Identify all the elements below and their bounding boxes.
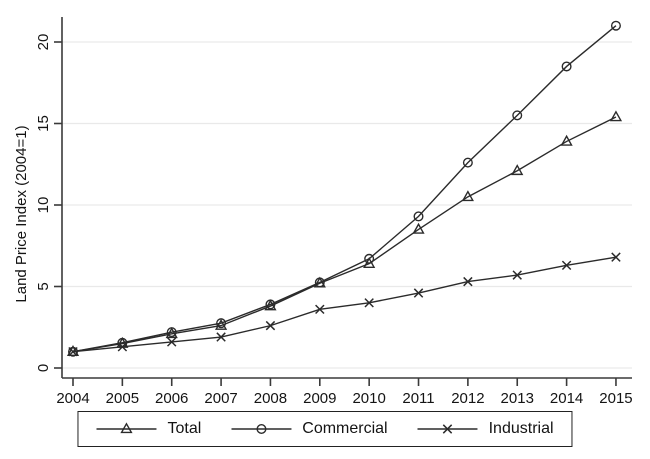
circle-marker-icon (231, 423, 292, 435)
svg-text:2006: 2006 (155, 390, 188, 407)
svg-text:2011: 2011 (402, 390, 434, 407)
svg-text:2004: 2004 (56, 390, 89, 407)
svg-text:2010: 2010 (352, 390, 385, 407)
svg-text:2005: 2005 (106, 390, 139, 407)
svg-text:10: 10 (35, 197, 52, 214)
svg-text:0: 0 (35, 364, 52, 372)
svg-text:15: 15 (35, 115, 52, 132)
legend-label-total: Total (167, 420, 202, 437)
svg-text:2008: 2008 (254, 390, 287, 407)
svg-text:20: 20 (35, 34, 52, 51)
svg-text:2015: 2015 (599, 390, 632, 407)
svg-text:2013: 2013 (501, 390, 534, 407)
svg-text:2009: 2009 (303, 390, 336, 407)
svg-text:2007: 2007 (204, 390, 237, 407)
legend-item-industrial: Industrial (417, 420, 554, 438)
svg-text:5: 5 (35, 282, 52, 290)
x-marker-icon (417, 424, 478, 434)
svg-text:2012: 2012 (451, 390, 484, 407)
legend-label-commercial: Commercial (302, 420, 388, 437)
legend: Total Commercial Industrial (77, 411, 573, 447)
legend-item-total: Total (96, 420, 201, 438)
svg-text:2014: 2014 (550, 390, 583, 407)
triangle-marker-icon (96, 422, 157, 434)
y-axis-title: Land Price Index (2004=1) (13, 125, 30, 303)
legend-label-industrial: Industrial (488, 420, 554, 437)
line-chart: 0 5 10 15 20 2004 2005 2006 2007 2008 2009 2010 2011… (35, 17, 633, 407)
legend-item-commercial: Commercial (231, 420, 388, 438)
